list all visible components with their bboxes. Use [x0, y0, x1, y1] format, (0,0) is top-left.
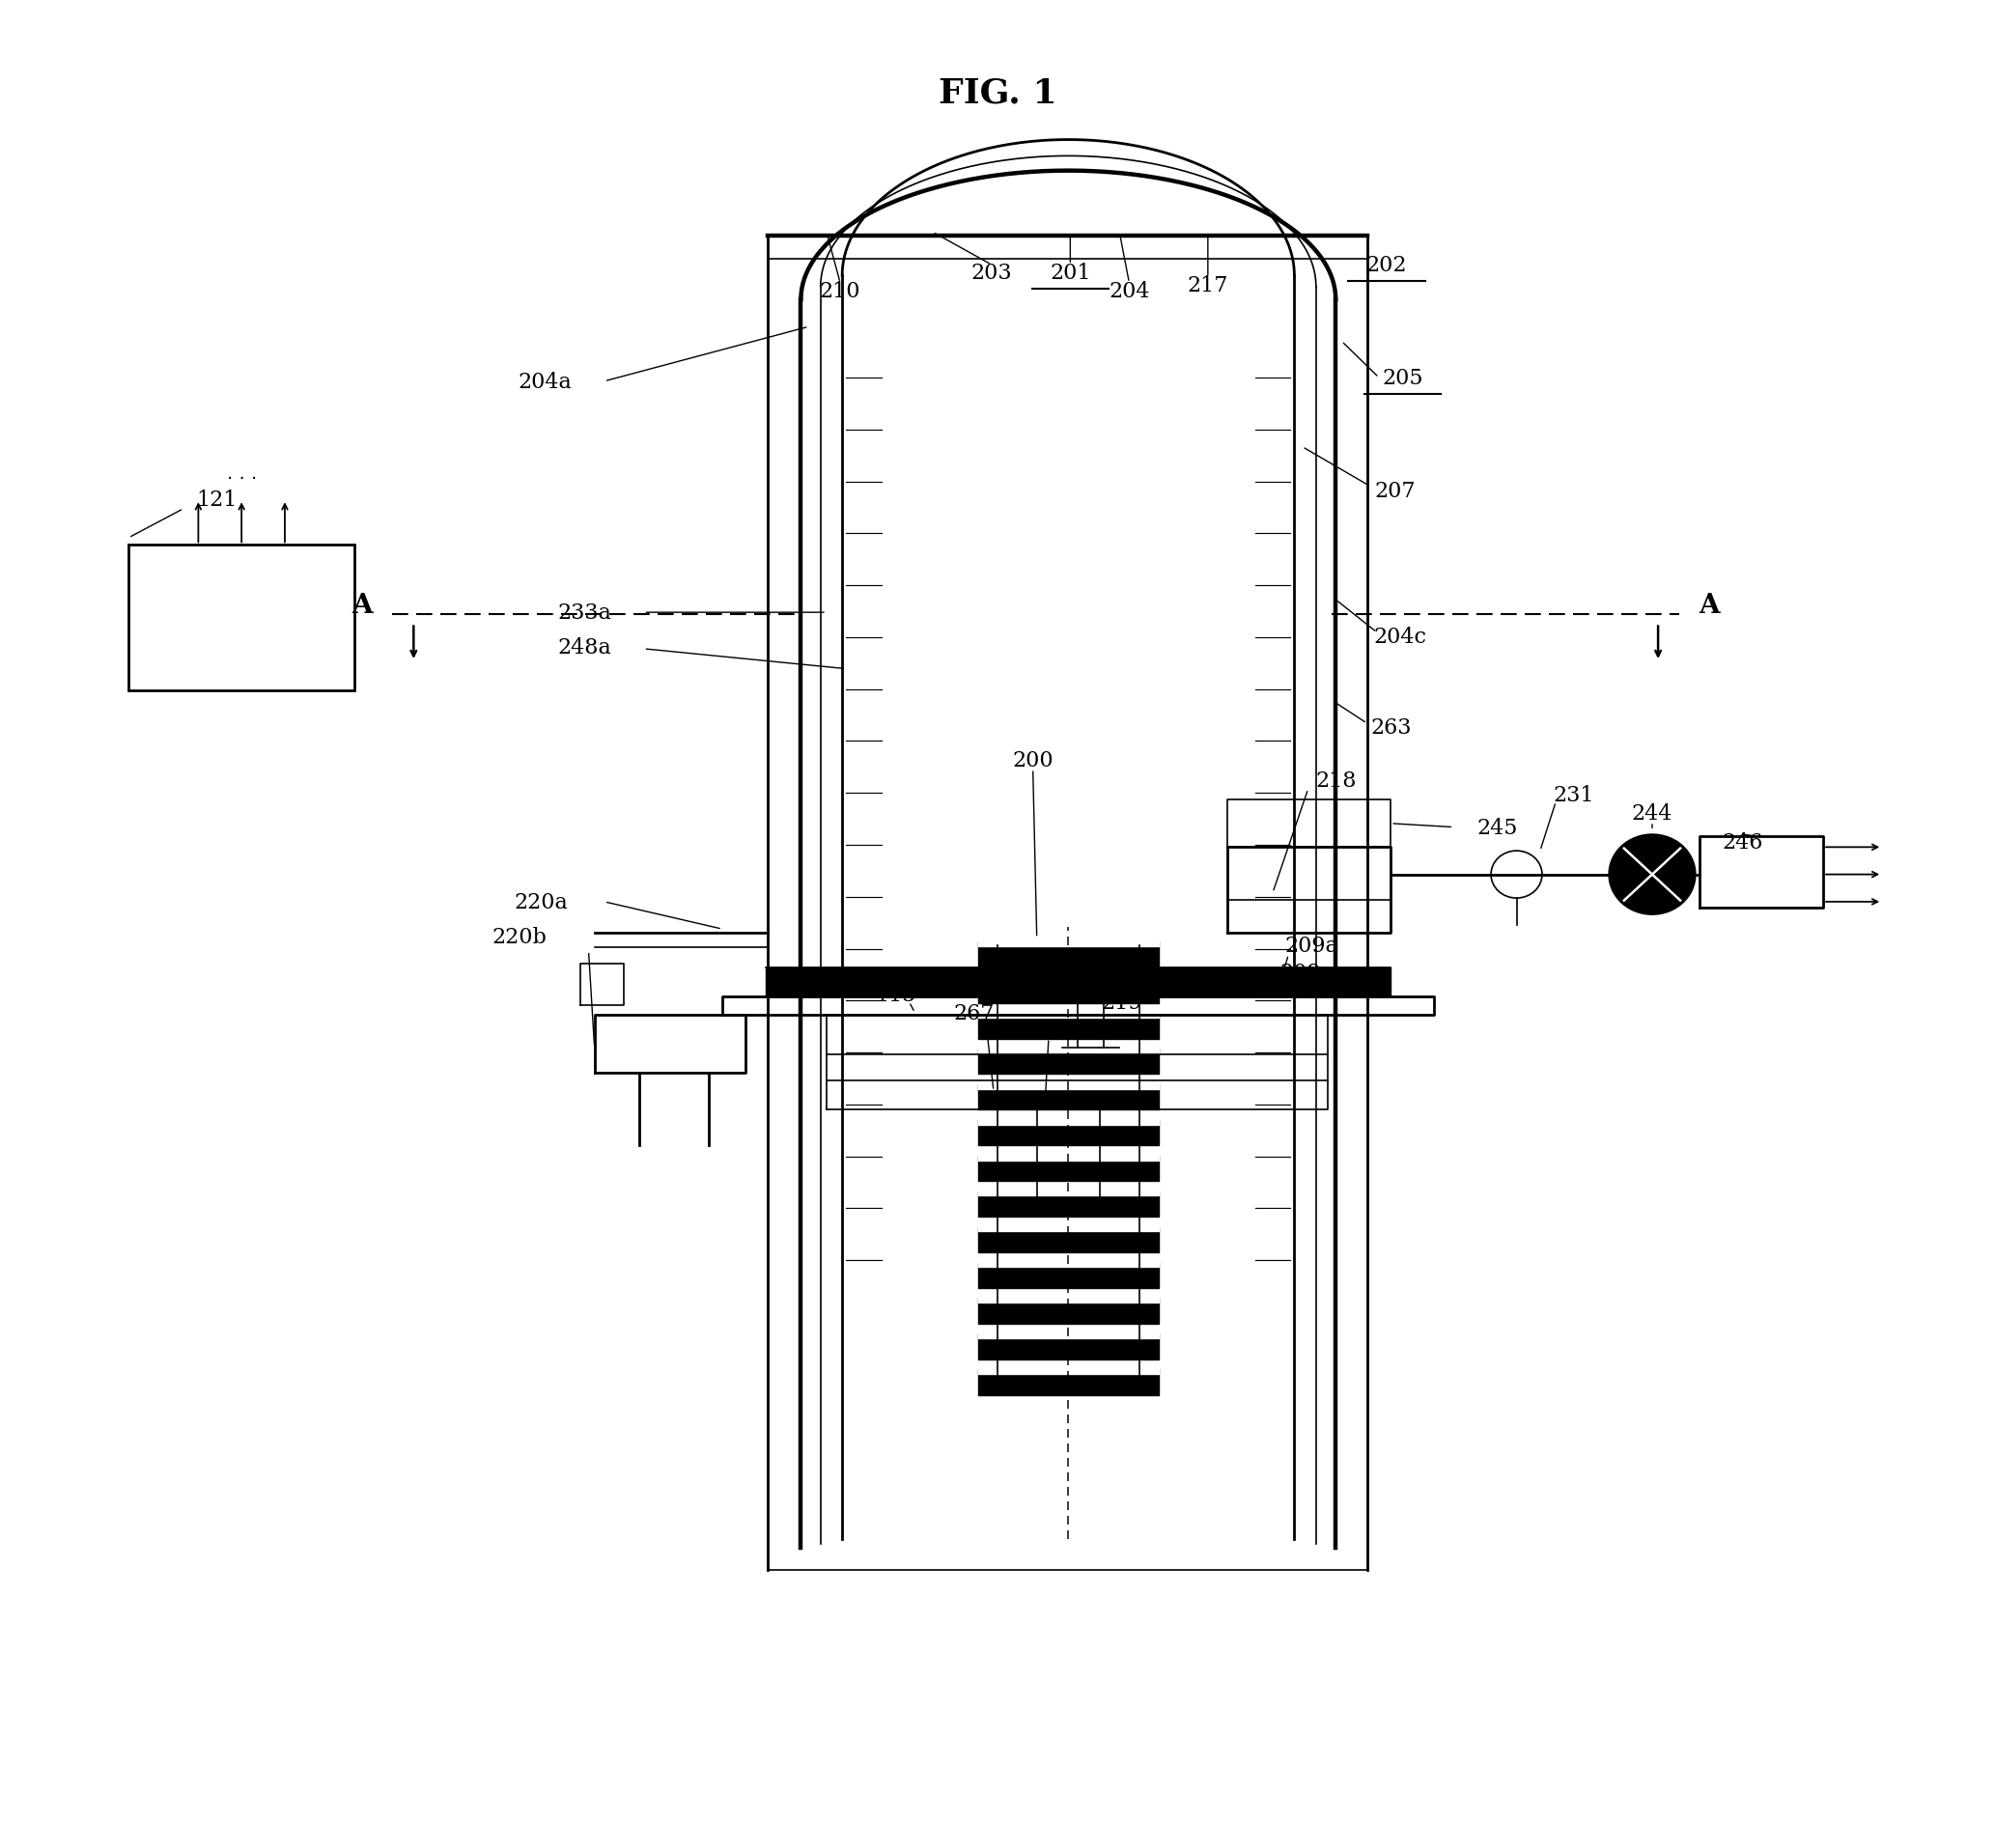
- Text: 121: 121: [198, 490, 237, 510]
- Text: 200: 200: [1011, 750, 1053, 771]
- Text: A: A: [1700, 593, 1720, 619]
- Text: 255: 255: [1031, 1020, 1073, 1042]
- Text: . . .: . . .: [227, 464, 257, 482]
- Text: 204c: 204c: [1375, 626, 1426, 647]
- Text: 204a: 204a: [519, 371, 573, 392]
- Text: 218: 218: [1315, 769, 1357, 791]
- Text: 217: 217: [1187, 275, 1229, 296]
- Text: 115: 115: [874, 985, 916, 1005]
- Text: 267: 267: [954, 1002, 994, 1024]
- Text: 209a: 209a: [1285, 935, 1339, 957]
- Text: FIG. 1: FIG. 1: [938, 76, 1057, 109]
- Text: 231: 231: [1552, 784, 1594, 806]
- Text: 209: 209: [1279, 963, 1321, 983]
- Bar: [128, 545, 355, 691]
- Text: 201: 201: [1049, 262, 1091, 283]
- Text: 233a: 233a: [559, 602, 612, 623]
- Text: 205: 205: [1383, 368, 1422, 388]
- Circle shape: [1608, 835, 1696, 915]
- Text: 263: 263: [1371, 717, 1410, 737]
- Text: 202: 202: [1367, 255, 1406, 275]
- Text: 220b: 220b: [493, 926, 547, 948]
- Text: 219: 219: [1101, 992, 1141, 1013]
- Text: 204: 204: [1109, 281, 1149, 301]
- Text: 245: 245: [1476, 817, 1518, 839]
- Text: 248a: 248a: [559, 638, 612, 658]
- Text: 246: 246: [1722, 832, 1764, 852]
- Text: 203: 203: [972, 262, 1011, 283]
- Text: 220a: 220a: [515, 891, 569, 913]
- Text: 207: 207: [1375, 480, 1414, 501]
- Text: A: A: [351, 593, 373, 619]
- Text: 210: 210: [820, 281, 860, 301]
- Text: 244: 244: [1632, 802, 1672, 824]
